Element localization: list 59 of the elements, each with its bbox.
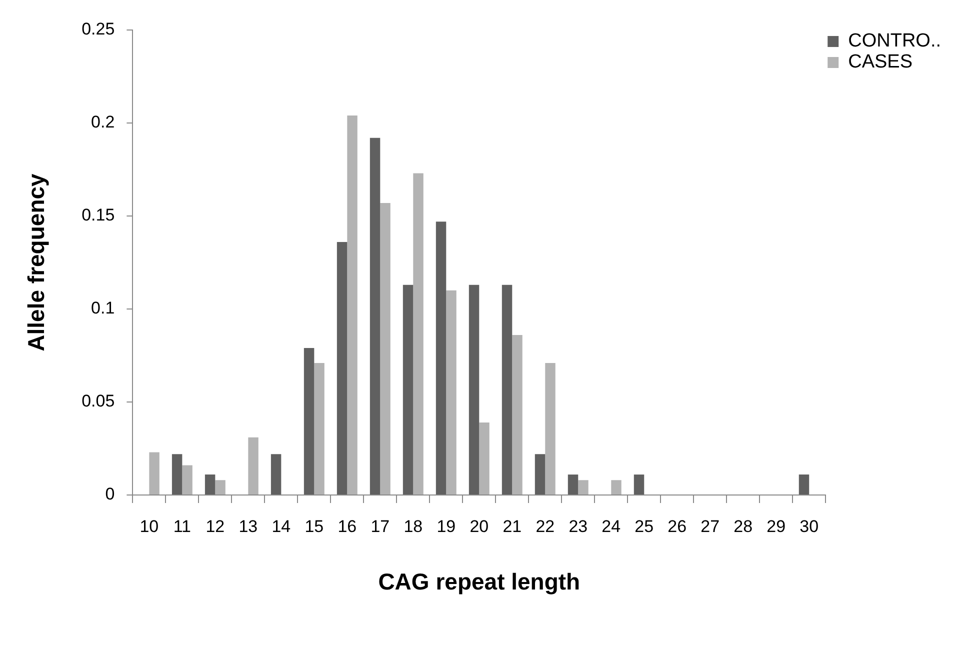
bar (534, 454, 546, 494)
x-tick-label: 28 (734, 516, 753, 536)
x-tick-label: 18 (404, 516, 423, 536)
x-tick-label: 11 (173, 516, 192, 536)
x-tick-label: 26 (668, 516, 687, 536)
bar (204, 474, 216, 494)
x-tick-label: 30 (800, 516, 819, 536)
bar (568, 474, 578, 494)
x-tick-label: 10 (140, 516, 159, 536)
y-tick-label: 0.05 (82, 392, 115, 411)
x-tick-label: 19 (436, 516, 456, 536)
x-tick-label: 20 (470, 516, 489, 536)
bar (370, 138, 380, 494)
x-tick-label: 24 (602, 516, 621, 536)
bar (149, 452, 160, 494)
legend-label: CASES (848, 52, 913, 73)
x-tick-label: 29 (766, 516, 786, 536)
x-tick-label: 22 (536, 516, 555, 536)
bar (545, 362, 556, 494)
y-axis-title: Allele frequency (23, 173, 50, 352)
bar (446, 290, 456, 494)
x-axis-title: CAG repeat length (378, 568, 580, 595)
y-tick-label: 0.2 (91, 112, 115, 132)
x-tick-label: 25 (634, 516, 654, 536)
x-tick-label: 17 (370, 516, 390, 536)
bar (380, 202, 390, 494)
bar (578, 480, 588, 494)
x-tick-label: 23 (568, 516, 588, 536)
x-tick-label: 21 (502, 516, 522, 536)
bar (402, 284, 414, 494)
y-tick-label: 0.25 (82, 20, 115, 39)
x-tick-label: 15 (304, 516, 324, 536)
bar (413, 173, 424, 494)
y-tick-label: 0.15 (82, 206, 115, 225)
bar (270, 454, 282, 494)
x-tick-label: 13 (238, 516, 258, 536)
bar (215, 480, 226, 494)
x-tick-label: 27 (700, 516, 720, 536)
bar (182, 465, 192, 494)
legend-label: CONTRO.. (848, 30, 942, 52)
bar (436, 222, 446, 494)
bar (512, 335, 522, 494)
x-tick-label: 12 (206, 516, 225, 536)
bar (634, 474, 644, 494)
bar (314, 362, 324, 494)
bar (479, 422, 490, 494)
x-tick-label: 14 (272, 516, 291, 536)
x-tick-label: 16 (338, 516, 357, 536)
bar (798, 474, 810, 494)
bar (468, 284, 480, 494)
bar (611, 480, 622, 494)
bar (347, 116, 358, 494)
bar (304, 348, 314, 494)
y-tick-label: 0 (105, 484, 115, 504)
y-tick-label: 0.1 (91, 298, 115, 318)
bar (248, 437, 258, 494)
bar (172, 454, 182, 494)
bar (502, 284, 512, 494)
bar (336, 242, 348, 494)
